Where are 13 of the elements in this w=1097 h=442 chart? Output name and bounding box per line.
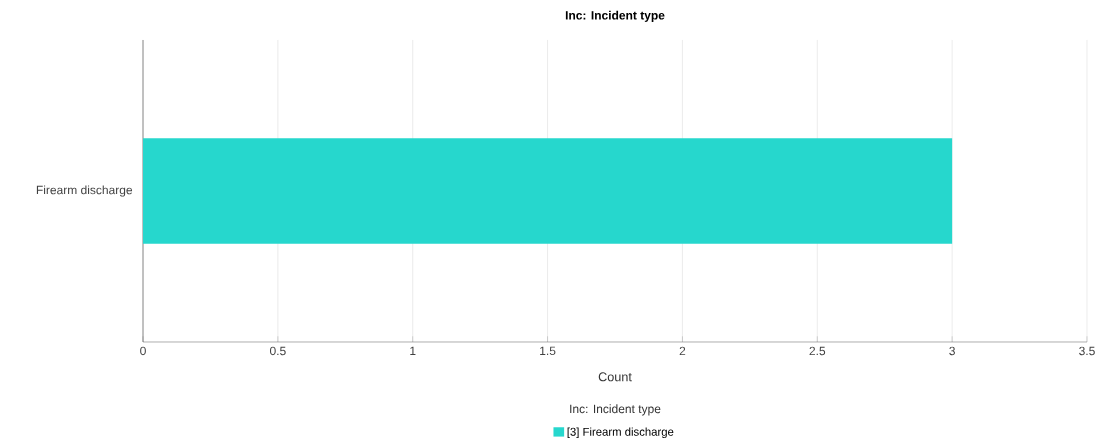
y-tick-label: Firearm discharge (36, 185, 133, 197)
chart-title: Inc: Incident type (565, 10, 665, 22)
x-tick-label: 0.5 (269, 346, 286, 356)
x-tick-label: 2.5 (809, 346, 826, 356)
x-tick-label: 2 (679, 346, 686, 356)
x-tick-label: 1 (410, 346, 416, 355)
x-tick-label: 3.5 (1079, 346, 1095, 356)
legend-title: Inc: Incident type (570, 404, 661, 416)
x-tick-label: 0 (140, 346, 146, 356)
x-tick-label: 3 (949, 346, 955, 356)
legend-label: [3] Firearm discharge (567, 427, 674, 439)
x-tick-label: 1.5 (540, 346, 556, 356)
x-axis-title: Count (598, 372, 632, 382)
